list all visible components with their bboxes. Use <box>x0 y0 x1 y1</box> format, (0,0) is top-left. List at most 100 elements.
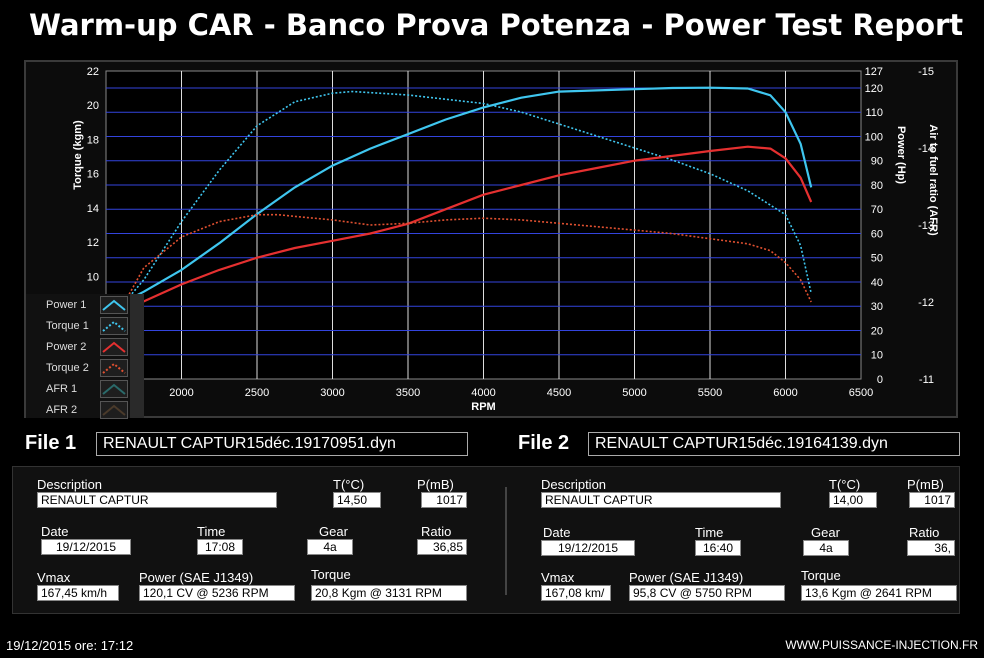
file2-power-field[interactable]: 95,8 CV @ 5750 RPM <box>629 585 785 601</box>
x-tick-label: 2000 <box>169 387 193 399</box>
file1-temp-field[interactable]: 14,50 <box>333 492 381 508</box>
file1-power-field[interactable]: 120,1 CV @ 5236 RPM <box>139 585 295 601</box>
file2-vmax-field[interactable]: 167,08 km/ <box>541 585 611 601</box>
power-tick-label: 120 <box>865 83 883 95</box>
torque-axis-title: Torque (kgm) <box>72 120 84 190</box>
x-tick-label: 2500 <box>245 387 269 399</box>
afr-tick-label: -13 <box>918 220 934 232</box>
legend-label: Power 1 <box>46 299 87 311</box>
torque-tick-label: 12 <box>87 237 99 249</box>
file2-filename[interactable]: RENAULT CAPTUR15déc.19164139.dyn <box>588 432 960 456</box>
file2-description-field[interactable]: RENAULT CAPTUR <box>541 492 781 508</box>
file1-date-label: Date <box>41 524 69 539</box>
file1-gear-field[interactable]: 4a <box>307 539 353 555</box>
file1-pressure-label: P(mB) <box>417 477 454 492</box>
file2-temp-field[interactable]: 14,00 <box>829 492 877 508</box>
file1-ratio-field[interactable]: 36,85 <box>417 539 467 555</box>
file1-temp-label: T(°C) <box>333 477 365 492</box>
legend-label: AFR 1 <box>46 383 78 395</box>
file2-gear-label: Gear <box>811 525 840 540</box>
file2-ratio-field[interactable]: 36, <box>907 540 955 556</box>
x-axis-title: RPM <box>471 401 495 413</box>
chart-legend: Power 1 Torque 1 Power 2 Torque 2 AFR 1 AFR 2 <box>26 294 144 419</box>
file1-description-field[interactable]: RENAULT CAPTUR <box>37 492 277 508</box>
power-tick-label: 70 <box>871 204 883 216</box>
torque-tick-label: 10 <box>87 271 99 283</box>
torque-tick-label: 22 <box>87 66 99 78</box>
legend-scrollbar[interactable] <box>130 294 144 418</box>
footer-timestamp: 19/12/2015 ore: 17:12 <box>6 638 134 653</box>
file1-vmax-label: Vmax <box>37 570 71 585</box>
afr-tick-label: -11 <box>919 374 934 386</box>
power-tick-label: 40 <box>871 277 883 289</box>
file1-vmax-field[interactable]: 167,45 km/h <box>37 585 119 601</box>
legend-item: Torque 2 <box>26 359 144 380</box>
file1-torque-field[interactable]: 20,8 Kgm @ 3131 RPM <box>311 585 467 601</box>
x-tick-label: 4000 <box>471 387 495 399</box>
legend-label: AFR 2 <box>46 404 78 416</box>
power-tick-label: 127 <box>865 66 883 78</box>
file2-time-field[interactable]: 16:40 <box>695 540 741 556</box>
file1-torque-label: Torque <box>311 567 351 582</box>
file2-torque-field[interactable]: 13,6 Kgm @ 2641 RPM <box>801 585 957 601</box>
x-tick-label: 3500 <box>396 387 420 399</box>
report-title: Warm-up CAR - Banco Prova Potenza - Powe… <box>29 8 964 42</box>
file2-pressure-label: P(mB) <box>907 477 944 492</box>
file2-pressure-field[interactable]: 1017 <box>909 492 955 508</box>
x-tick-label: 6000 <box>773 387 797 399</box>
legend-label: Power 2 <box>46 341 87 353</box>
file2-power-label: Power (SAE J1349) <box>629 570 744 585</box>
file2-label: File 2 <box>518 432 570 454</box>
series-power-1 <box>105 86 813 313</box>
x-tick-label: 5500 <box>698 387 722 399</box>
power-tick-label: 90 <box>871 156 883 168</box>
file1-filename[interactable]: RENAULT CAPTUR15déc.19170951.dyn <box>96 432 468 456</box>
legend-swatch <box>100 380 128 398</box>
afr-tick-label: -15 <box>918 66 934 78</box>
afr-tick-label: -12 <box>918 297 934 309</box>
panel-divider <box>505 487 507 595</box>
file1-power-label: Power (SAE J1349) <box>139 570 254 585</box>
file2-temp-label: T(°C) <box>829 477 861 492</box>
power-tick-label: 110 <box>865 107 883 119</box>
legend-item: Power 2 <box>26 338 144 359</box>
torque-tick-label: 14 <box>87 203 99 215</box>
legend-label: Torque 2 <box>46 362 89 374</box>
legend-swatch <box>100 338 128 356</box>
x-tick-label: 5000 <box>622 387 646 399</box>
legend-swatch <box>100 317 128 335</box>
file2-gear-field[interactable]: 4a <box>803 540 849 556</box>
power-tick-label: 10 <box>871 350 883 362</box>
file1-description-label: Description <box>37 477 103 492</box>
legend-item: AFR 2 <box>26 401 144 422</box>
file1-label: File 1 <box>25 432 77 454</box>
file1-time-label: Time <box>197 524 226 539</box>
power-tick-label: 50 <box>871 253 883 265</box>
info-panel: Description RENAULT CAPTUR T(°C) 14,50 P… <box>12 466 960 614</box>
series-torque-1 <box>105 90 812 325</box>
chart-svg: 2000 2500 3000 3500 4000 4500 5000 5500 6000 6500… <box>72 66 939 413</box>
legend-swatch <box>100 359 128 377</box>
torque-tick-label: 16 <box>87 169 99 181</box>
torque-tick-label: 20 <box>87 100 99 112</box>
legend-label: Torque 1 <box>46 320 89 332</box>
legend-item: Torque 1 <box>26 317 144 338</box>
dyno-chart: 2000 2500 3000 3500 4000 4500 5000 5500 6000 6500… <box>24 60 958 419</box>
file2-date-field[interactable]: 19/12/2015 <box>541 540 635 556</box>
power-tick-label: 80 <box>871 180 883 192</box>
file1-time-field[interactable]: 17:08 <box>197 539 243 555</box>
series-torque-2 <box>105 213 812 337</box>
file2-date-label: Date <box>543 525 571 540</box>
file2-description-label: Description <box>541 477 607 492</box>
footer-website[interactable]: WWW.PUISSANCE-INJECTION.FR <box>785 638 978 652</box>
file2-ratio-label: Ratio <box>909 525 940 540</box>
legend-swatch <box>100 296 128 314</box>
file1-date-field[interactable]: 19/12/2015 <box>41 539 131 555</box>
torque-tick-label: 18 <box>87 134 99 146</box>
legend-swatch <box>100 401 128 419</box>
file2-torque-label: Torque <box>801 568 841 583</box>
file1-pressure-field[interactable]: 1017 <box>421 492 467 508</box>
legend-item: Power 1 <box>26 296 144 317</box>
afr-axis-title: Air to fuel ratio (AFR) <box>927 124 939 236</box>
file2-vmax-label: Vmax <box>541 570 575 585</box>
